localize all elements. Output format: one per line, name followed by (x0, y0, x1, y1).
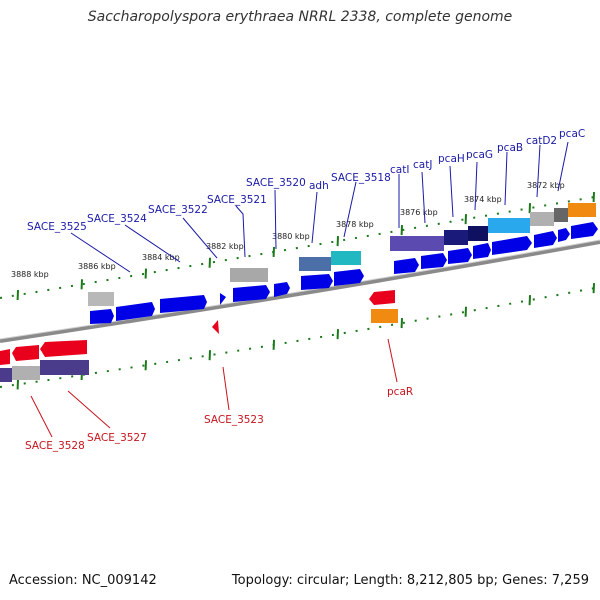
cds-arrow (473, 243, 491, 259)
topology-text: Topology: circular; Length: 8,212,805 bp… (231, 573, 589, 588)
gene-label: pcaG (466, 149, 493, 161)
cds-arrow (334, 269, 364, 286)
cds-arrow (274, 282, 290, 297)
tick-label: 3880 kbp (272, 232, 310, 241)
leader-line (70, 232, 131, 273)
feature-band (390, 236, 444, 251)
gene-label: SACE_3522 (148, 204, 208, 216)
gene-label: SACE_3520 (246, 177, 306, 189)
feature-bands (0, 203, 596, 382)
tick-label: 3878 kbp (336, 220, 374, 229)
cds-arrow (534, 231, 557, 248)
feature-band (444, 230, 468, 245)
tick-label: 3872 kbp (527, 181, 565, 190)
gene-label: pcaB (497, 142, 523, 154)
leader-line (504, 151, 508, 206)
forward-leader-lines (70, 141, 569, 273)
cds-arrow (369, 290, 395, 305)
genome-backbone (0, 240, 600, 343)
feature-band (568, 203, 596, 217)
gene-label: SACE_3524 (87, 213, 147, 225)
feature-band (530, 212, 554, 226)
leader-line (182, 217, 218, 259)
cds-arrow (448, 248, 472, 264)
tick-labels: 3888 kbp 3886 kbp 3884 kbp 3882 kbp 3880… (11, 181, 565, 279)
leader-line (343, 181, 357, 238)
feature-band (299, 257, 331, 271)
leader-line (235, 205, 246, 258)
cds-arrow (116, 302, 155, 321)
gene-label: SACE_3528 (25, 440, 85, 452)
feature-band (468, 226, 488, 241)
leader-line (449, 165, 454, 218)
gene-label: catJ (413, 159, 432, 171)
gene-label: catD2 (526, 135, 557, 147)
feature-band (554, 208, 568, 222)
map-title: Saccharopolyspora erythraea NRRL 2338, c… (87, 9, 513, 25)
reverse-leader-lines (30, 338, 398, 438)
tick-label: 3874 kbp (464, 195, 502, 204)
tick-label: 3882 kbp (206, 242, 244, 251)
feature-band (488, 218, 530, 233)
cds-arrow (233, 285, 270, 302)
forward-cds (90, 222, 598, 324)
cds-arrow (571, 222, 598, 239)
leader-line (30, 395, 53, 438)
cds-arrow (90, 309, 114, 324)
gene-label: SACE_3525 (27, 221, 87, 233)
feature-band (0, 368, 12, 382)
feature-band (230, 268, 268, 282)
cds-arrow (421, 253, 447, 269)
leader-line (67, 390, 111, 429)
cds-arrow (212, 320, 219, 334)
gene-label: SACE_3521 (207, 194, 267, 206)
gene-label: pcaH (438, 153, 465, 165)
leader-line (557, 141, 569, 192)
leader-line (474, 161, 478, 211)
cds-arrow (160, 295, 207, 313)
leader-line (124, 224, 181, 263)
leader-line (421, 171, 426, 224)
gene-label: pcaR (387, 386, 413, 398)
leader-line (274, 189, 277, 250)
gene-label: pcaC (559, 128, 585, 140)
feature-band (331, 251, 361, 265)
gene-label: SACE_3527 (87, 432, 147, 444)
gene-label: SACE_3523 (204, 414, 264, 426)
genome-backbone-highlight (0, 239, 600, 340)
gene-label: adh (309, 180, 329, 192)
leader-line (311, 191, 318, 244)
feature-band (88, 292, 114, 306)
gene-label: catI (390, 164, 409, 176)
feature-band (40, 360, 89, 375)
cds-arrow (301, 274, 333, 290)
leader-line (536, 144, 541, 198)
tick-label: 3884 kbp (142, 253, 180, 262)
gene-label: SACE_3518 (331, 172, 391, 184)
tick-label: 3876 kbp (400, 208, 438, 217)
cds-arrow (394, 258, 419, 274)
forward-gene-labels: SACE_3525 SACE_3524 SACE_3522 SACE_3521 … (27, 128, 585, 233)
forward-scale-track (0, 195, 600, 299)
cds-arrow (12, 345, 39, 361)
cds-arrow (558, 228, 570, 242)
tick-label: 3886 kbp (78, 262, 116, 271)
cds-arrow (220, 293, 226, 305)
feature-band (12, 366, 40, 380)
leader-line (387, 338, 398, 383)
feature-band (371, 309, 398, 323)
tick-label: 3888 kbp (11, 270, 49, 279)
reverse-cds (0, 290, 395, 365)
cds-arrow (40, 340, 87, 357)
reverse-gene-labels: SACE_3528 SACE_3527 SACE_3523 pcaR (25, 386, 413, 452)
leader-line (222, 366, 230, 411)
cds-arrow (492, 236, 532, 255)
accession-text: Accession: NC_009142 (9, 573, 157, 588)
cds-arrow (0, 349, 10, 365)
